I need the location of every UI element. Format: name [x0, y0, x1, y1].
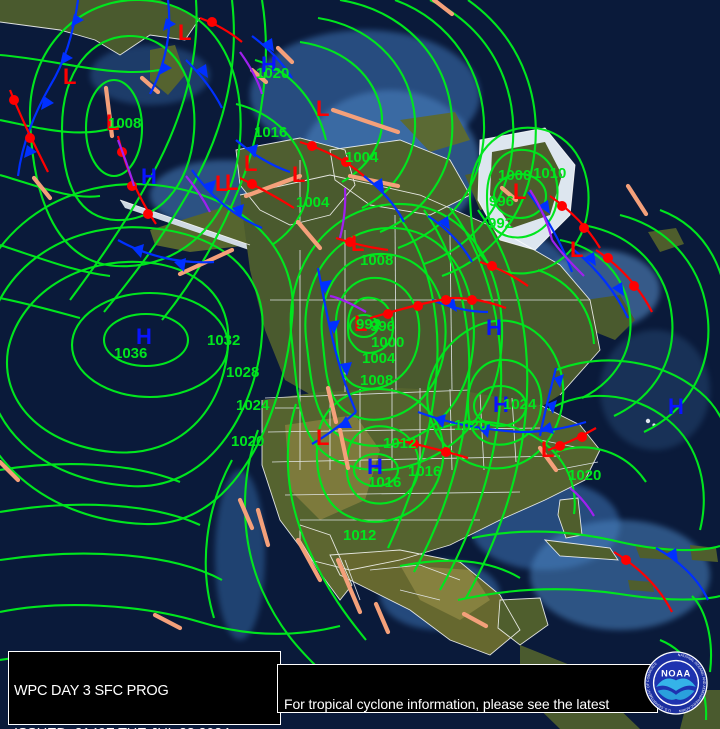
noaa-wordmark: NOAA	[661, 668, 691, 678]
noaa-seal-logo: NOAA NATIONAL OCEANIC AND ATMOSPHERIC AD…	[644, 651, 708, 715]
product-header-panel: WPC DAY 3 SFC PROG ISSUED: 2149Z TUE JUL…	[8, 651, 281, 729]
product-issued: ISSUED: 2149Z TUE JUL 23 2024	[14, 727, 276, 729]
noaa-seagull-icon	[656, 678, 696, 691]
noaa-wave-icon	[657, 689, 695, 700]
product-title: WPC DAY 3 SFC PROG	[14, 682, 169, 699]
cyclone-notice-line1: For tropical cyclone information, please…	[284, 695, 610, 712]
tropical-cyclone-notice-panel: For tropical cyclone information, please…	[277, 664, 658, 713]
